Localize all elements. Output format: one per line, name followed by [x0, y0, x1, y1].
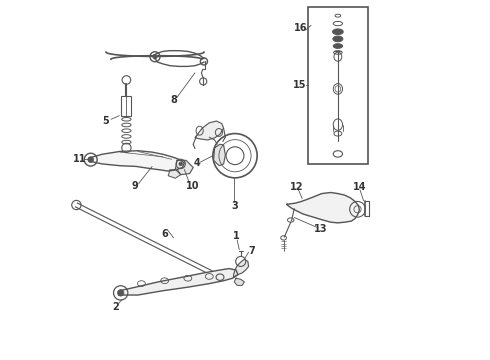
Ellipse shape [333, 29, 343, 35]
Polygon shape [90, 151, 184, 171]
Text: 8: 8 [170, 95, 177, 105]
Bar [122, 96, 131, 116]
Polygon shape [234, 259, 248, 277]
Polygon shape [287, 193, 359, 223]
Text: 14: 14 [353, 182, 367, 192]
Text: 6: 6 [162, 229, 169, 239]
Polygon shape [195, 121, 223, 140]
Text: 4: 4 [194, 158, 200, 168]
Text: 12: 12 [290, 182, 303, 192]
Ellipse shape [333, 36, 343, 42]
Circle shape [179, 162, 182, 166]
Polygon shape [234, 278, 245, 285]
Text: 11: 11 [73, 154, 87, 163]
Text: 7: 7 [249, 247, 255, 256]
Ellipse shape [333, 44, 343, 48]
Text: 10: 10 [186, 181, 199, 192]
Text: 9: 9 [132, 181, 138, 192]
Text: 3: 3 [231, 201, 238, 211]
Text: 5: 5 [102, 116, 109, 126]
Polygon shape [119, 269, 238, 295]
Text: 16: 16 [294, 23, 308, 33]
Polygon shape [175, 160, 193, 175]
Text: 1: 1 [233, 231, 240, 242]
Text: 2: 2 [112, 302, 119, 312]
Circle shape [88, 157, 94, 162]
Text: 13: 13 [314, 224, 327, 234]
Polygon shape [168, 169, 181, 178]
Bar [308, 7, 368, 164]
Circle shape [118, 290, 124, 296]
Circle shape [153, 55, 157, 59]
Text: 15: 15 [293, 80, 306, 90]
Polygon shape [214, 144, 225, 166]
